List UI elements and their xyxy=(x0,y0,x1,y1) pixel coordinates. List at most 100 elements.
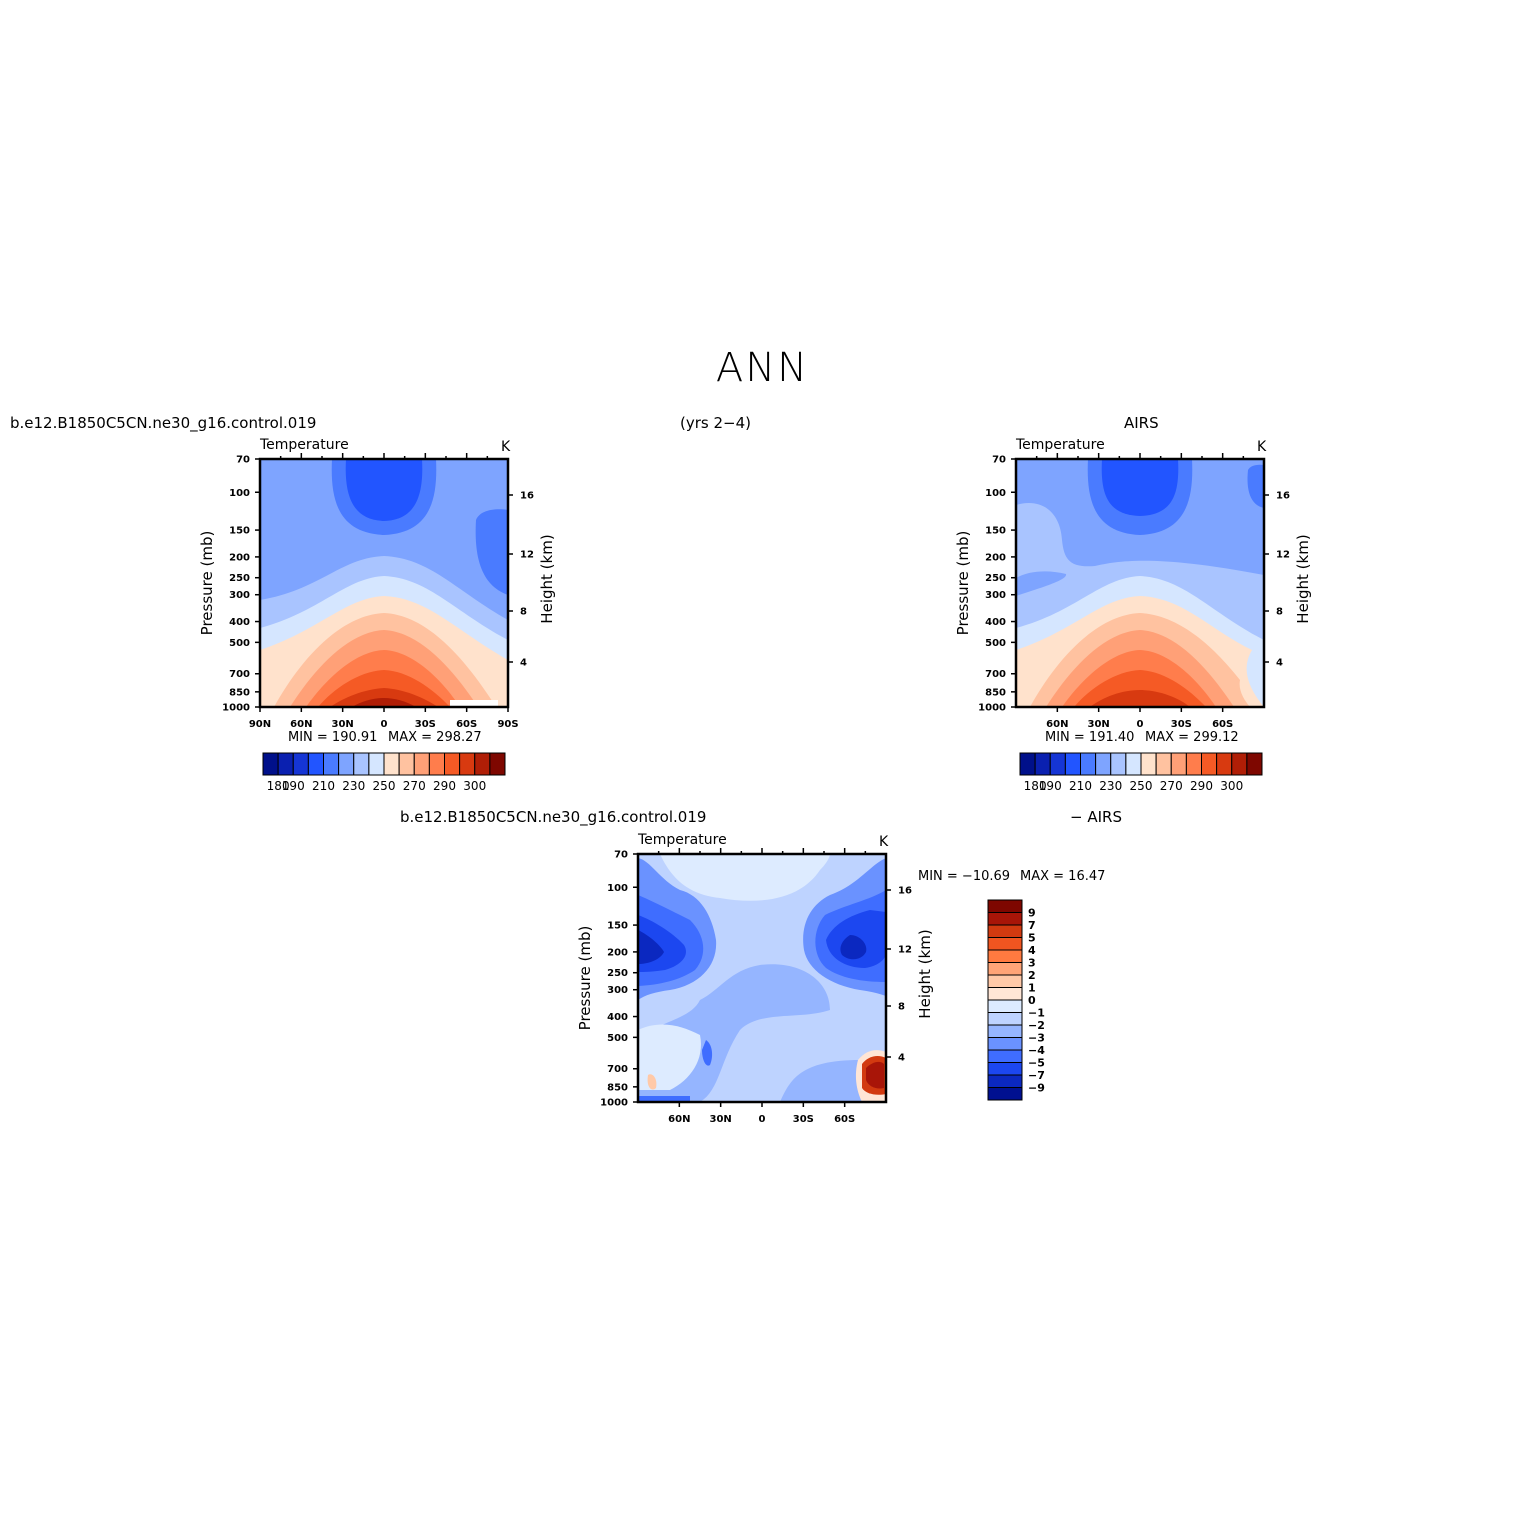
diff-pressure-tick-label: 150 xyxy=(607,921,628,932)
model-colorbar-swatch xyxy=(398,752,415,776)
obs-variable-label: Temperature xyxy=(1015,437,1105,453)
obs-min-label: MIN = 191.40 xyxy=(1045,730,1134,745)
model-colorbar-label: 290 xyxy=(433,779,456,793)
model-unit-label: K xyxy=(501,439,511,455)
model-lat-tick-label: 60N xyxy=(290,719,312,730)
diff-warm-southpole-core xyxy=(866,1061,884,1089)
obs-band-d83a10 xyxy=(1090,690,1190,707)
obs-colorbar-swatch xyxy=(1064,752,1081,776)
model-axes: Temperature K 70 100 150 200 250 300 400 500 700 85… xyxy=(198,437,556,745)
obs-colorbar-label: 300 xyxy=(1220,779,1243,793)
diff-colorbar-label: 9 xyxy=(1028,907,1036,920)
diff-colorbar-label: 0 xyxy=(1028,994,1036,1007)
diff-colorbar-label: −4 xyxy=(1028,1044,1045,1057)
obs-colorbar-swatch xyxy=(1231,752,1248,776)
obs-colorbar-label: 230 xyxy=(1099,779,1122,793)
obs-colorbar-swatch xyxy=(1170,752,1187,776)
diff-height-axis-title: Height (km) xyxy=(916,929,934,1018)
diff-colorbar-label: −1 xyxy=(1028,1007,1045,1020)
diff-colorbar-label: −3 xyxy=(1028,1032,1045,1045)
obs-pressure-tick-label: 70 xyxy=(992,455,1006,466)
model-contour-field xyxy=(260,459,508,707)
diff-colorbar-swatch xyxy=(987,937,1023,951)
obs-colorbar-label: 290 xyxy=(1190,779,1213,793)
model-height-tick-label: 12 xyxy=(520,550,534,561)
obs-colorbar-swatch xyxy=(1034,752,1051,776)
diff-colorbar-swatch xyxy=(987,1062,1023,1076)
diff-colorbar-swatch xyxy=(987,1074,1023,1088)
obs-colorbar-swatch xyxy=(1155,752,1172,776)
obs-unit-label: K xyxy=(1257,439,1267,455)
model-lat-tick-label: 30S xyxy=(415,719,436,730)
diff-pressure-tick-label: 250 xyxy=(607,968,628,979)
model-colorbar-swatch xyxy=(459,752,476,776)
diff-unit-label: K xyxy=(879,834,889,850)
diff-colorbar-swatch xyxy=(987,1049,1023,1063)
model-pressure-axis-title: Pressure (mb) xyxy=(198,531,216,636)
diff-colorbar-swatch xyxy=(987,999,1023,1013)
obs-height-tick-label: 12 xyxy=(1276,550,1290,561)
diff-colorbar-swatch xyxy=(987,912,1023,926)
model-colorbar-swatch xyxy=(474,752,491,776)
obs-pressure-axis-title: Pressure (mb) xyxy=(954,531,972,636)
model-pressure-tick-label: 150 xyxy=(229,526,250,537)
obs-colorbar-swatch xyxy=(1019,752,1036,776)
model-max-label: MAX = 298.27 xyxy=(388,730,482,745)
obs-lat-tick-label: 30N xyxy=(1088,719,1110,730)
obs-colorbar-label: 190 xyxy=(1039,779,1062,793)
diff-colorbar-label: −9 xyxy=(1028,1082,1045,1095)
model-colorbar-swatch xyxy=(413,752,430,776)
model-pressure-tick-label: 70 xyxy=(236,455,250,466)
obs-colorbar-swatch xyxy=(1095,752,1112,776)
diff-colorbar-swatch xyxy=(987,924,1023,938)
obs-pressure-tick-label: 400 xyxy=(985,617,1006,628)
obs-height-tick-label: 16 xyxy=(1276,491,1290,502)
obs-polar-cold-region xyxy=(1247,464,1264,508)
diff-height-tick-label: 12 xyxy=(898,945,912,956)
diff-south-cold-core xyxy=(840,935,867,960)
diff-colorbar-label: 2 xyxy=(1028,969,1036,982)
obs-pressure-tick-label: 200 xyxy=(985,552,1006,563)
obs-pressure-tick-label: 150 xyxy=(985,526,1006,537)
obs-height-tick-label: 4 xyxy=(1276,658,1283,669)
obs-pressure-tick-label: 250 xyxy=(985,573,1006,584)
diff-colorbar-label: 7 xyxy=(1028,919,1036,932)
diff-axes: Temperature K7010015020025030040050070085… xyxy=(576,832,1105,1125)
obs-height-tick-label: 8 xyxy=(1276,607,1283,618)
diff-lat-tick-label: 60N xyxy=(668,1114,690,1125)
obs-colorbar-swatch xyxy=(1125,752,1142,776)
panel-obs: Temperature K 70 100 150 200 250 300 400 500 700 85… xyxy=(954,437,1312,745)
diff-colorbar-label: −7 xyxy=(1028,1069,1045,1082)
obs-max-label: MAX = 299.12 xyxy=(1145,730,1239,745)
diff-near-zero-top xyxy=(660,854,830,901)
diff-height-tick-label: 4 xyxy=(898,1053,905,1064)
obs-pressure-tick-label: 700 xyxy=(985,669,1006,680)
obs-lat-tick-label: 30S xyxy=(1171,719,1192,730)
model-colorbar-swatch xyxy=(489,752,506,776)
model-missing-data xyxy=(450,700,498,707)
model-colorbar-swatch xyxy=(292,752,309,776)
model-pressure-tick-label: 850 xyxy=(229,687,250,698)
diff-height-tick-label: 16 xyxy=(898,886,912,897)
diff-pressure-tick-label: 70 xyxy=(614,850,628,861)
model-colorbar-label: 250 xyxy=(373,779,396,793)
model-pressure-tick-label: 500 xyxy=(229,638,250,649)
obs-colorbar-label: 270 xyxy=(1160,779,1183,793)
model-pressure-tick-label: 400 xyxy=(229,617,250,628)
diff-colorbar-swatch xyxy=(987,1037,1023,1051)
model-pressure-tick-label: 100 xyxy=(229,488,250,499)
model-colorbar-swatch xyxy=(428,752,445,776)
model-colorbar-label: 190 xyxy=(282,779,305,793)
diff-colorbar-swatch xyxy=(987,987,1023,1001)
obs-pressure-tick-label: 500 xyxy=(985,638,1006,649)
case-name-label: b.e12.B1850C5CN.ne30_g16.control.019 xyxy=(10,414,317,432)
model-colorbar-swatch xyxy=(338,752,355,776)
obs-height-axis-title: Height (km) xyxy=(1294,534,1312,623)
model-lat-tick-label: 0 xyxy=(381,719,388,730)
diff-small-cold-spot xyxy=(702,1040,713,1066)
diff-warm-spot-north xyxy=(647,1074,657,1090)
obs-name-label: AIRS xyxy=(1124,414,1159,432)
model-variable-label: Temperature xyxy=(259,437,349,453)
diff-lower-minus2 xyxy=(638,964,886,1102)
